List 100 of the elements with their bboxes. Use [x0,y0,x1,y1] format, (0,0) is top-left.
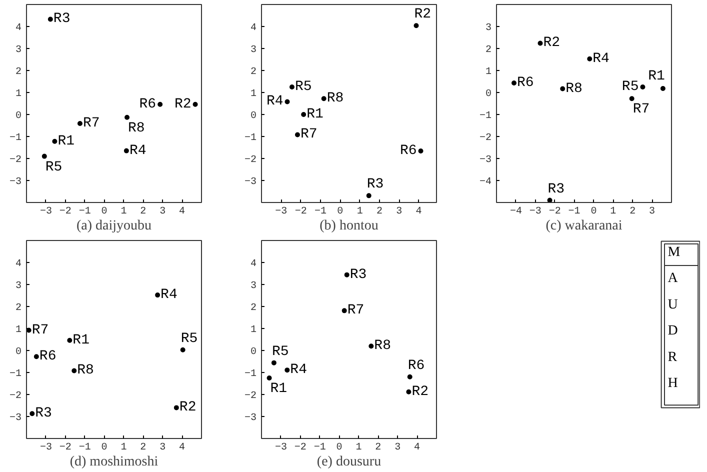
y-tick-label: 0 [486,89,492,100]
series-label: R2 [414,6,432,23]
y-tick-label: 3 [250,45,257,56]
series-label: R6 [400,143,417,160]
series-label: R1 [72,332,90,348]
y-tick-label: 2 [250,67,257,78]
series-label: R8 [374,338,391,354]
series-label: R1 [648,68,665,85]
y-tick-label: 3 [16,45,22,56]
x-tick-label: 4 [416,206,422,218]
point [180,347,186,352]
y-tick-label: 2 [250,303,257,314]
text: H [668,376,678,392]
y-tick-label: −1 [10,369,22,380]
x-tick-label: 0 [101,206,108,218]
point [52,138,58,144]
series-label: R2 [543,35,560,52]
point [284,368,290,373]
series-label: R3 [548,181,565,198]
point [289,84,294,90]
y-tick-label: 3 [250,281,257,292]
x-axis-title: (b) hontou [320,218,378,234]
x-tick-label: −2 [294,206,307,218]
x-axis-title: (a) daijyoubu [76,218,152,234]
y-tick-label: −1 [244,369,257,380]
point [538,40,543,46]
text: U [668,297,678,312]
x-tick-label: 2 [140,206,146,218]
series-label: R2 [174,96,192,112]
text: M [668,244,681,260]
series-label: R1 [270,381,288,397]
point [124,148,129,154]
x-tick-label: −3 [274,442,287,454]
series-label: R1 [58,133,75,150]
y-tick-label: 2 [486,45,492,56]
x-tick-label: 3 [160,206,166,218]
y-tick-label: −4 [480,177,492,188]
point [155,292,160,298]
series-label: R4 [592,50,610,67]
x-tick-label: −1 [314,442,326,454]
series-label: R4 [160,287,178,304]
x-tick-label: 2 [376,206,382,218]
y-tick-label: 0 [16,347,22,358]
series-label: R2 [412,384,429,400]
y-tick-label: 1 [16,325,22,336]
y-tick-label: −2 [10,391,22,402]
x-tick-label: 2 [140,442,146,454]
x-tick-label: 1 [356,442,362,454]
series-label: R7 [347,302,364,319]
point [174,405,179,410]
point [72,368,77,374]
point [48,16,53,22]
y-tick-label: −2 [10,155,22,166]
point [30,411,35,416]
x-tick-label: 4 [179,206,186,218]
point [407,374,412,380]
series-label: R4 [290,362,307,378]
x-tick-label: 0 [336,442,342,454]
y-tick-label: 0 [16,111,22,122]
x-tick-label: −1 [568,206,580,218]
point [344,272,350,278]
point [321,96,326,102]
y-tick-label: 1 [16,89,22,100]
series-label: R4 [266,94,284,110]
x-tick-label: 3 [396,206,402,218]
point [294,132,300,138]
x-tick-label: 1 [610,206,616,218]
series-label: R7 [32,322,49,338]
y-tick-label: −1 [10,133,22,144]
y-tick-label: 1 [250,325,257,336]
series-label: R3 [35,406,52,422]
point [547,198,552,202]
y-tick-label: −2 [480,133,492,144]
series-label: R1 [306,106,324,122]
point [406,389,412,394]
x-tick-label: 0 [590,206,597,218]
x-tick-label: −4 [510,206,522,218]
y-tick-label: −1 [244,133,257,144]
series-label: R7 [632,102,650,118]
x-axis-title: (c) wakaranai [546,218,622,234]
y-tick-label: −3 [10,177,22,188]
x-tick-label: −3 [40,442,52,454]
y-tick-label: 2 [16,67,22,78]
series-label: R7 [82,116,100,132]
x-tick-label: −2 [294,442,306,454]
x-tick-label: 4 [179,442,186,454]
point [67,338,72,343]
y-tick-label: −3 [244,177,257,188]
point [34,354,39,360]
series-label: R6 [408,358,425,374]
point [271,360,276,366]
point [77,121,82,126]
point [342,308,347,314]
series-label: R4 [129,142,146,159]
point [366,193,372,198]
y-tick-label: 0 [250,347,257,358]
point [660,86,666,92]
point [587,56,592,62]
point [266,376,272,380]
x-tick-label: −1 [78,206,91,218]
